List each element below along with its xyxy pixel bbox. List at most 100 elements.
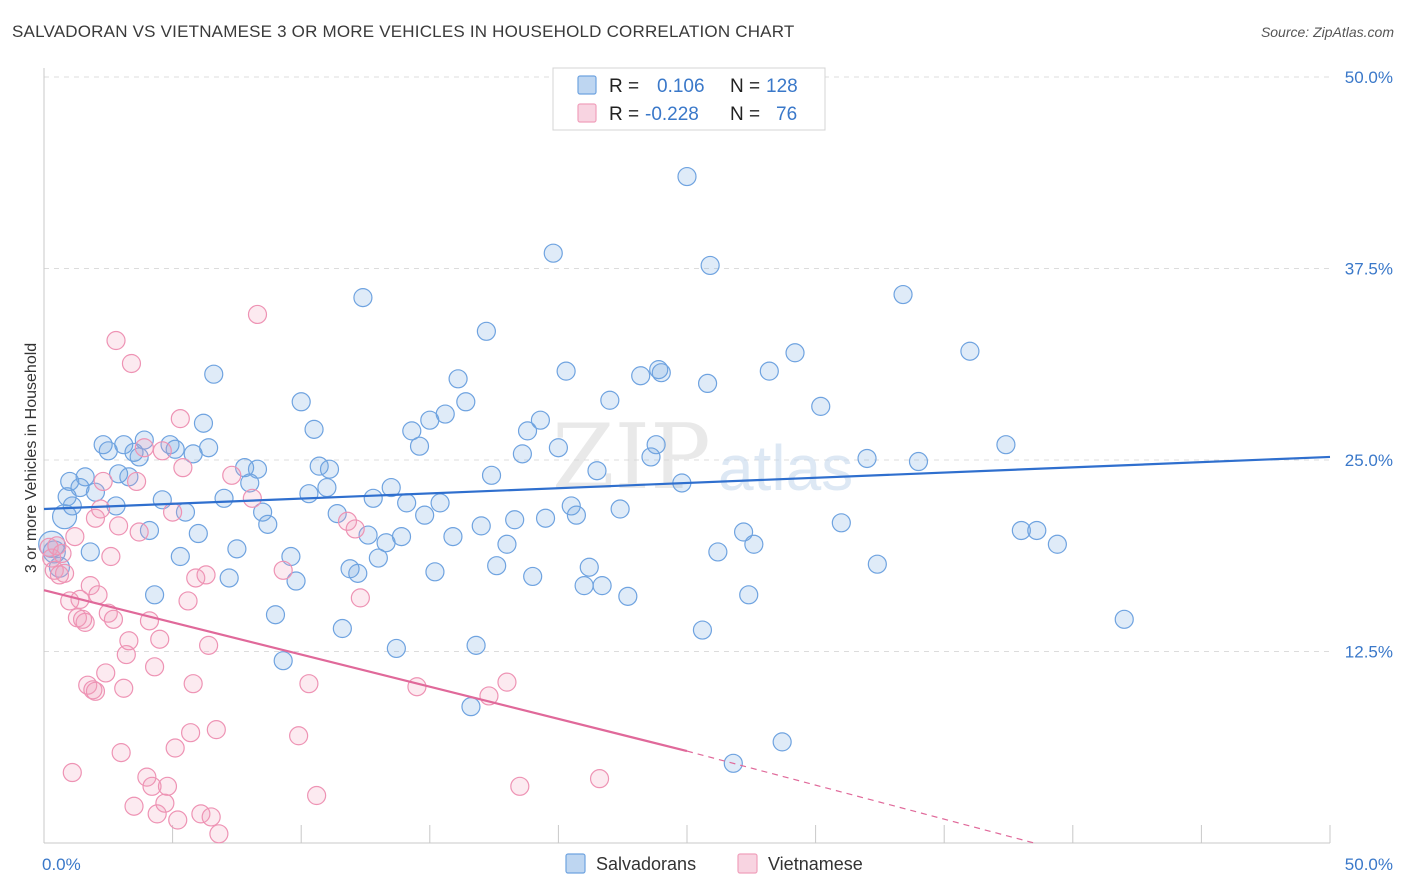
salvadoran-point [273,651,293,671]
salvadoran-point [317,477,337,498]
salvadoran-point [631,366,651,386]
trend-lines [43,455,1331,844]
chart-title: SALVADORAN VS VIETNAMESE 3 OR MORE VEHIC… [12,22,795,41]
vietnamese-point [222,465,242,485]
vietnamese-point [337,511,358,531]
vietnamese-point [52,543,72,564]
salvadoran-point [739,585,759,605]
grid-lines [44,76,1330,652]
vietnamese-point [510,776,530,796]
salvadoran-point [759,361,779,381]
salvadoran-point [214,488,234,508]
salvadoran-point [543,243,563,263]
watermark-atlas: atlas [718,432,853,504]
salvadoran-point [397,493,417,513]
salvadoran-point [291,392,311,412]
x-tick-labels: 0.0% 50.0% [42,855,1393,874]
salvadoran-point [258,514,278,534]
vietnamese-point [242,488,262,508]
salvadoran-point [641,447,661,467]
salvadoran-point [114,435,134,455]
salvadoran-point [579,557,599,577]
salvadoran-point [908,451,929,472]
vietnamese-point [299,674,319,694]
salvadoran-point [1047,534,1067,554]
salvadoran-point [857,448,877,469]
vietnamese-point [108,516,129,536]
legend-n-value-vietnamese: 76 [776,104,797,125]
watermark-zip: ZIP [552,405,711,510]
legend-box: R = 0.106 N = 128 R = -0.228 N = 76 [552,67,826,131]
salvadoran-point [867,554,887,574]
salvadoran-point [651,363,671,383]
salvadoran-point [996,435,1016,455]
salvadoran-point [247,459,268,479]
salvadoran-point [600,390,620,410]
salvadoran-point [363,488,383,508]
y-tick-label: 37.5% [1345,260,1393,279]
vietnamese-point [247,304,268,325]
salvadoran-point [204,364,224,384]
vietnamese-point [65,526,85,547]
salvadoran-point [402,421,422,441]
vietnamese-point [124,796,144,816]
salvadoran-point [425,562,445,582]
salvadoran-point [353,288,373,308]
salvadoran-point [523,566,543,587]
salvadoran-point [649,360,669,380]
vietnamese-point [163,502,183,522]
salvadoran-point [744,534,764,554]
vietnamese-point [201,807,221,827]
legend-box-frame [552,67,826,131]
legend-n-value-salvadorans: 128 [766,76,798,97]
x-tick-label: 0.0% [42,855,81,874]
salvadoran-point [253,502,273,522]
salvadoran-point [415,505,435,525]
vietnamese-point [168,810,188,830]
vietnamese-point [101,546,121,567]
vietnamese-point [85,508,106,528]
salvadoran-point [430,493,450,513]
vietnamese-point [54,563,75,583]
salvadoran-point [574,576,594,596]
bottom-legend-label-salvadorans: Salvadorans [596,854,696,874]
legend-r-value-vietnamese: -0.228 [645,104,699,125]
salvadoran-point [70,477,90,498]
salvadoran-point [517,421,538,441]
salvadoran-point [80,542,100,562]
vietnamese-point [75,612,95,632]
vietnamese-point [165,738,185,758]
y-tick-label: 25.0% [1345,451,1393,470]
salvadoran-point [327,504,347,524]
vietnamese-point [350,588,370,608]
salvadoran-point [481,465,502,485]
salvadoran-point [785,343,805,363]
salvadoran-point [381,477,401,498]
salvadoran-point [893,284,913,305]
vietnamese-point [178,591,198,611]
salvadoran-point [265,605,286,625]
salvadoran-point [618,586,638,606]
salvadoran-point [646,435,666,455]
salvadoran-point [566,505,587,525]
salvadoran-point [286,571,306,591]
trend-line-vietnamese-extension [686,750,1035,844]
salvadoran-point [443,526,463,547]
salvadoran-point [199,438,219,458]
vietnamese-point [345,519,365,539]
vietnamese-point [199,635,219,655]
salvadoran-point [497,534,517,554]
salvadoran-point [530,410,550,430]
salvadoran-point [677,166,697,187]
trend-line-vietnamese [43,589,688,753]
salvadoran-point [93,435,113,455]
vietnamese-point [85,681,106,701]
bottom-legend: Salvadorans Vietnamese [565,853,863,874]
salvadoran-point [772,732,792,752]
legend-r-label: R = [609,104,639,125]
salvadoran-point [139,520,160,541]
vietnamese-point [72,609,93,629]
vietnamese-point [273,560,293,580]
salvadoran-point [610,499,630,519]
salvadoran-point [188,523,208,544]
